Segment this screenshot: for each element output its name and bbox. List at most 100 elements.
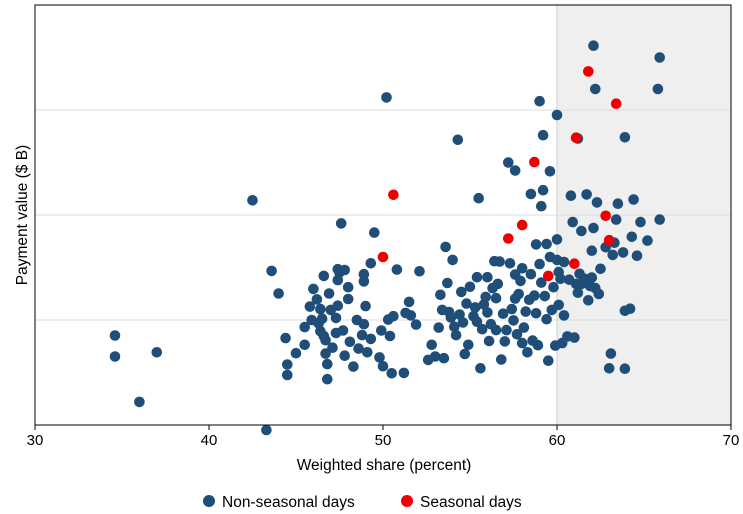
data-point	[541, 313, 552, 325]
data-point	[586, 245, 598, 256]
data-point	[471, 316, 483, 328]
series-non-seasonal	[109, 40, 665, 436]
data-point	[541, 238, 552, 250]
data-point	[327, 342, 338, 354]
data-point	[532, 339, 544, 351]
data-point	[631, 250, 643, 261]
data-point	[369, 227, 380, 238]
data-point	[586, 272, 598, 283]
data-point	[456, 286, 467, 298]
data-point	[266, 265, 277, 277]
data-point	[353, 343, 364, 354]
x-tick-label: 30	[27, 432, 44, 449]
data-point	[435, 289, 446, 301]
data-point	[624, 303, 636, 315]
data-point	[525, 188, 537, 200]
data-point	[539, 290, 551, 302]
data-point	[463, 339, 474, 351]
data-point	[109, 330, 121, 341]
data-point	[339, 264, 351, 276]
data-point	[511, 329, 523, 340]
data-point	[398, 367, 410, 379]
data-point	[525, 268, 537, 280]
data-point	[588, 40, 599, 51]
data-point	[569, 258, 580, 270]
data-point	[290, 347, 302, 359]
data-point	[497, 308, 509, 320]
data-point	[299, 321, 311, 333]
data-point	[134, 396, 145, 408]
data-point	[475, 363, 486, 374]
data-point	[536, 200, 547, 212]
legend-label-non-seasonal: Non-seasonal days	[222, 494, 355, 511]
data-point	[553, 299, 564, 311]
data-point	[311, 294, 323, 305]
data-points	[109, 40, 665, 436]
data-point	[504, 258, 516, 269]
data-point	[610, 98, 622, 109]
data-point	[506, 303, 518, 315]
data-point	[607, 249, 618, 261]
data-point	[612, 198, 624, 209]
data-point	[282, 369, 293, 381]
data-point	[473, 192, 485, 204]
data-point	[590, 83, 601, 95]
data-point	[318, 270, 330, 282]
data-point	[530, 308, 542, 319]
data-point	[342, 281, 354, 293]
data-point	[356, 329, 368, 341]
data-point	[516, 337, 528, 349]
data-point	[593, 288, 605, 300]
data-point	[316, 313, 328, 325]
y-axis-title: Payment value ($ B)	[14, 145, 31, 285]
data-point	[348, 361, 359, 372]
data-point	[537, 129, 549, 141]
data-point	[391, 264, 403, 275]
data-point	[548, 281, 559, 293]
data-point	[342, 293, 354, 305]
data-point	[565, 190, 577, 201]
data-point	[537, 184, 549, 196]
legend: Non-seasonal days Seasonal days	[203, 494, 522, 511]
data-point	[482, 307, 493, 318]
data-point	[330, 312, 342, 324]
series-seasonal	[377, 66, 622, 282]
data-point	[543, 270, 554, 282]
data-point	[583, 295, 594, 306]
data-point	[323, 288, 335, 299]
data-point	[503, 233, 514, 244]
data-point	[469, 302, 481, 313]
data-point	[433, 322, 445, 333]
data-point	[570, 132, 582, 143]
data-point	[449, 321, 460, 333]
data-point	[635, 216, 646, 228]
data-point	[529, 156, 540, 168]
data-point	[603, 363, 615, 374]
data-point	[567, 216, 578, 228]
data-point	[628, 194, 639, 205]
data-point	[384, 330, 396, 342]
data-point	[282, 359, 293, 370]
data-point	[335, 218, 347, 229]
data-point	[405, 310, 417, 321]
data-point	[280, 332, 291, 344]
data-point	[273, 288, 284, 299]
data-point	[320, 348, 331, 359]
data-point	[513, 288, 524, 300]
data-point	[426, 339, 438, 351]
data-point	[381, 92, 392, 103]
data-point	[261, 424, 272, 436]
data-point	[490, 292, 502, 304]
data-point	[551, 234, 563, 245]
data-point	[332, 300, 344, 312]
data-point	[600, 210, 611, 222]
data-point	[450, 329, 462, 341]
data-point	[452, 134, 464, 146]
data-point	[558, 256, 570, 268]
data-point	[509, 165, 521, 176]
data-point	[360, 300, 371, 312]
data-point	[518, 322, 530, 333]
data-point	[492, 278, 504, 290]
data-point	[543, 355, 554, 367]
data-point	[576, 225, 587, 237]
